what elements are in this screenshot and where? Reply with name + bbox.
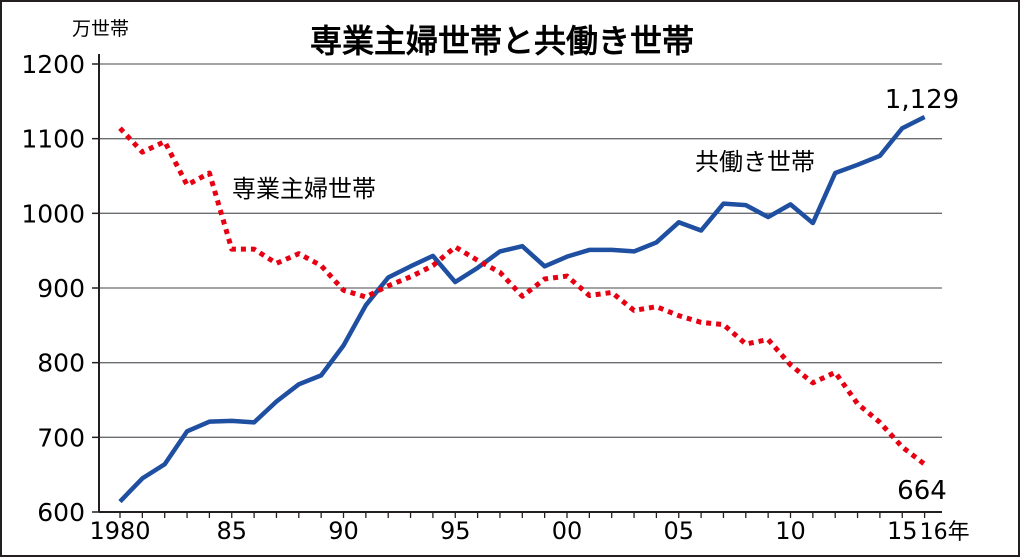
x-tick-label: 85 xyxy=(216,517,247,545)
y-tick-label: 1100 xyxy=(21,125,85,154)
x-tick-label: 95 xyxy=(440,517,471,545)
x-tick-label: 16年 xyxy=(920,520,970,545)
y-tick-label: 900 xyxy=(37,274,85,303)
x-tick-label: 10 xyxy=(775,517,806,545)
y-axis-unit: 万世帯 xyxy=(72,18,129,40)
y-tick-label: 1000 xyxy=(21,199,85,228)
x-tick-label: 05 xyxy=(663,517,694,545)
series-label-housewife: 専業主婦世帯 xyxy=(232,175,376,203)
end-label-dual-income: 1,129 xyxy=(885,85,959,115)
y-tick-label: 800 xyxy=(37,349,85,378)
series-label-dual-income: 共働き世帯 xyxy=(695,148,815,176)
x-tick-label: 1980 xyxy=(89,517,150,545)
y-tick-label: 600 xyxy=(37,498,85,527)
x-tick-label: 00 xyxy=(552,517,583,545)
end-label-housewife: 664 xyxy=(897,476,947,506)
x-tick-label: 15 xyxy=(887,517,918,545)
x-tick-label: 90 xyxy=(328,517,359,545)
y-tick-label: 700 xyxy=(37,423,85,452)
y-tick-label: 1200 xyxy=(21,50,85,79)
chart-title: 専業主婦世帯と共働き世帯 xyxy=(310,22,694,60)
